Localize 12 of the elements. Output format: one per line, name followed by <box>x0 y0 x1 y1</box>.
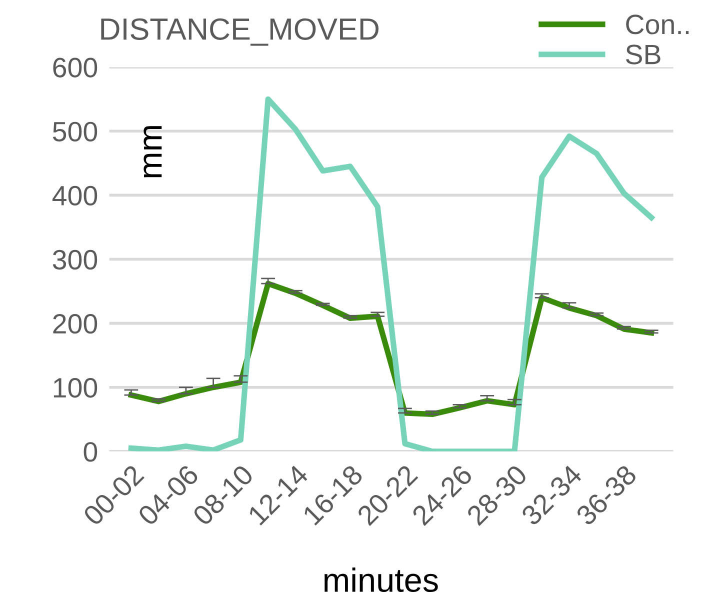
y-tick-label: 200 <box>53 314 98 334</box>
y-tick-label: 600 <box>53 58 98 78</box>
y-tick-label: 0 <box>84 442 98 462</box>
y-tick-label: 400 <box>52 186 98 206</box>
y-tick-label: 300 <box>52 250 98 270</box>
x-axis-title: minutes <box>324 568 438 592</box>
y-tick-label: 500 <box>52 122 98 142</box>
legend-label: Con.. <box>626 14 689 34</box>
chart-title: DISTANCE_MOVED <box>101 18 379 46</box>
legend-label: SB <box>626 44 660 64</box>
y-tick-label: 100 <box>54 378 98 398</box>
y-axis-title: mm <box>144 126 162 178</box>
